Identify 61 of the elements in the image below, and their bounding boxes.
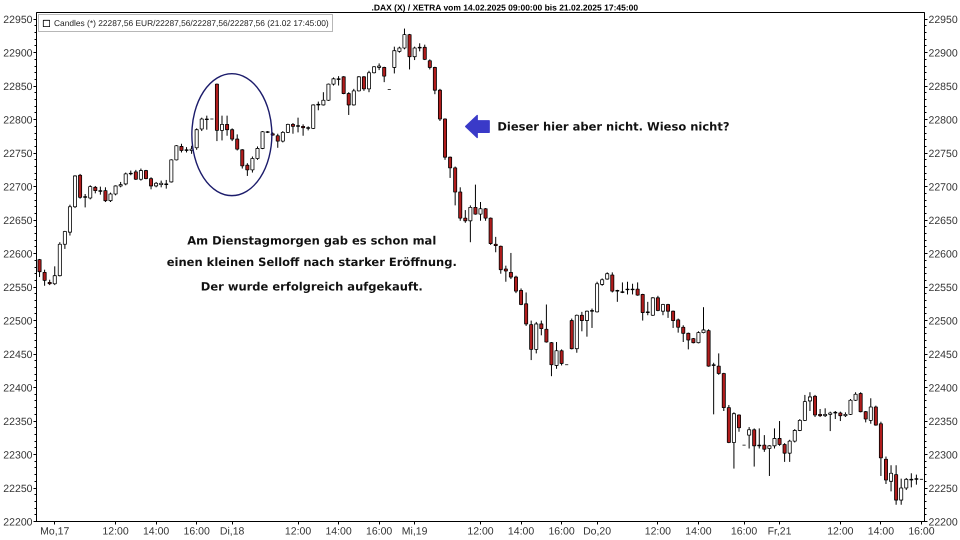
candlestick [194, 128, 199, 150]
y2-tick-label: 22200 [928, 516, 958, 528]
x-tick-label: Mi,19 [402, 526, 428, 538]
y-tick-label: 22500 [3, 316, 33, 328]
y2-tick-label: 22450 [928, 349, 958, 362]
x-tick-label: 16:00 [366, 526, 392, 538]
y2-tick-label: 22850 [928, 81, 958, 94]
y2-tick-label: 22700 [928, 182, 958, 194]
y-tick-label: 22700 [3, 182, 33, 194]
x-tick-label: 16:00 [730, 526, 758, 538]
x-tick-label: 14:00 [868, 526, 894, 538]
y2-tick-label: 22750 [928, 148, 958, 160]
y-tick-label: 22900 [3, 48, 33, 60]
annotation: Am Dienstagmorgen gab es schon mal einen kleinen Selloff nach starker Eröffnung. [166, 233, 457, 270]
x-tick-label: 16:00 [184, 526, 210, 538]
x-tick-label: 16:00 [548, 526, 575, 538]
y-tick-label: 22250 [3, 483, 33, 496]
candlestick [42, 269, 47, 286]
y2-tick-label: 22400 [928, 382, 958, 395]
legend-label: Candles (*) 22287,56 EUR/22287,56/22287,56/22287,56 (21.02 17:45:00) [54, 18, 329, 28]
y-tick-label: 22800 [3, 114, 33, 127]
candlestick [494, 236, 498, 253]
x-tick-label: 16:00 [908, 526, 935, 538]
y2-tick-label: 22350 [928, 416, 958, 428]
y2-tick-label: 22500 [928, 316, 958, 328]
y2-tick-label: 22900 [928, 48, 958, 60]
x-tick-label: 12:00 [102, 526, 129, 538]
y-tick-label: 22450 [3, 349, 33, 362]
x-tick-label: Mo,17 [40, 526, 70, 538]
x-tick-label: 12:00 [284, 526, 312, 538]
candlestick [544, 304, 548, 344]
x-tick-label: 14:00 [508, 526, 534, 538]
y-tick-label: 22850 [3, 81, 33, 94]
y2-tick-label: 22550 [928, 282, 958, 294]
y-tick-label: 22300 [3, 450, 33, 462]
x-tick-label: 12:00 [467, 526, 494, 538]
x-tick-label: 14:00 [325, 526, 352, 538]
x-tick-label: Do,20 [583, 526, 612, 538]
y-tick-label: 22750 [3, 148, 33, 160]
x-tick-label: 14:00 [685, 526, 712, 538]
x-tick-label: 14:00 [142, 526, 170, 538]
y2-tick-label: 22600 [928, 248, 958, 261]
y2-tick-label: 22950 [928, 14, 958, 26]
chart-title: .DAX (X) / XETRA vom 14.02.2025 09:00:00 bis 21.02.2025 17:45:00 [372, 2, 638, 12]
x-tick-label: 12:00 [827, 526, 854, 538]
y2-tick-label: 22250 [928, 483, 958, 496]
y2-tick-label: 22300 [928, 450, 958, 462]
y-tick-label: 22950 [3, 14, 33, 26]
y-tick-label: 22550 [3, 282, 33, 294]
y2-tick-label: 22800 [928, 114, 958, 127]
x-tick-label: Di,18 [220, 526, 245, 538]
y2-tick-label: 22650 [928, 215, 958, 228]
y-tick-label: 22400 [3, 382, 33, 395]
annotation: Dieser hier aber nicht. Wieso nicht? [497, 120, 730, 134]
y-tick-label: 22350 [3, 416, 33, 428]
y-tick-label: 22200 [3, 516, 33, 528]
y-tick-label: 22600 [3, 248, 33, 261]
y-tick-label: 22650 [3, 215, 33, 228]
annotation: Der wurde erfolgreich aufgekauft. [200, 279, 423, 294]
x-tick-label: Fr,21 [768, 526, 792, 538]
x-tick-label: 12:00 [644, 526, 672, 538]
